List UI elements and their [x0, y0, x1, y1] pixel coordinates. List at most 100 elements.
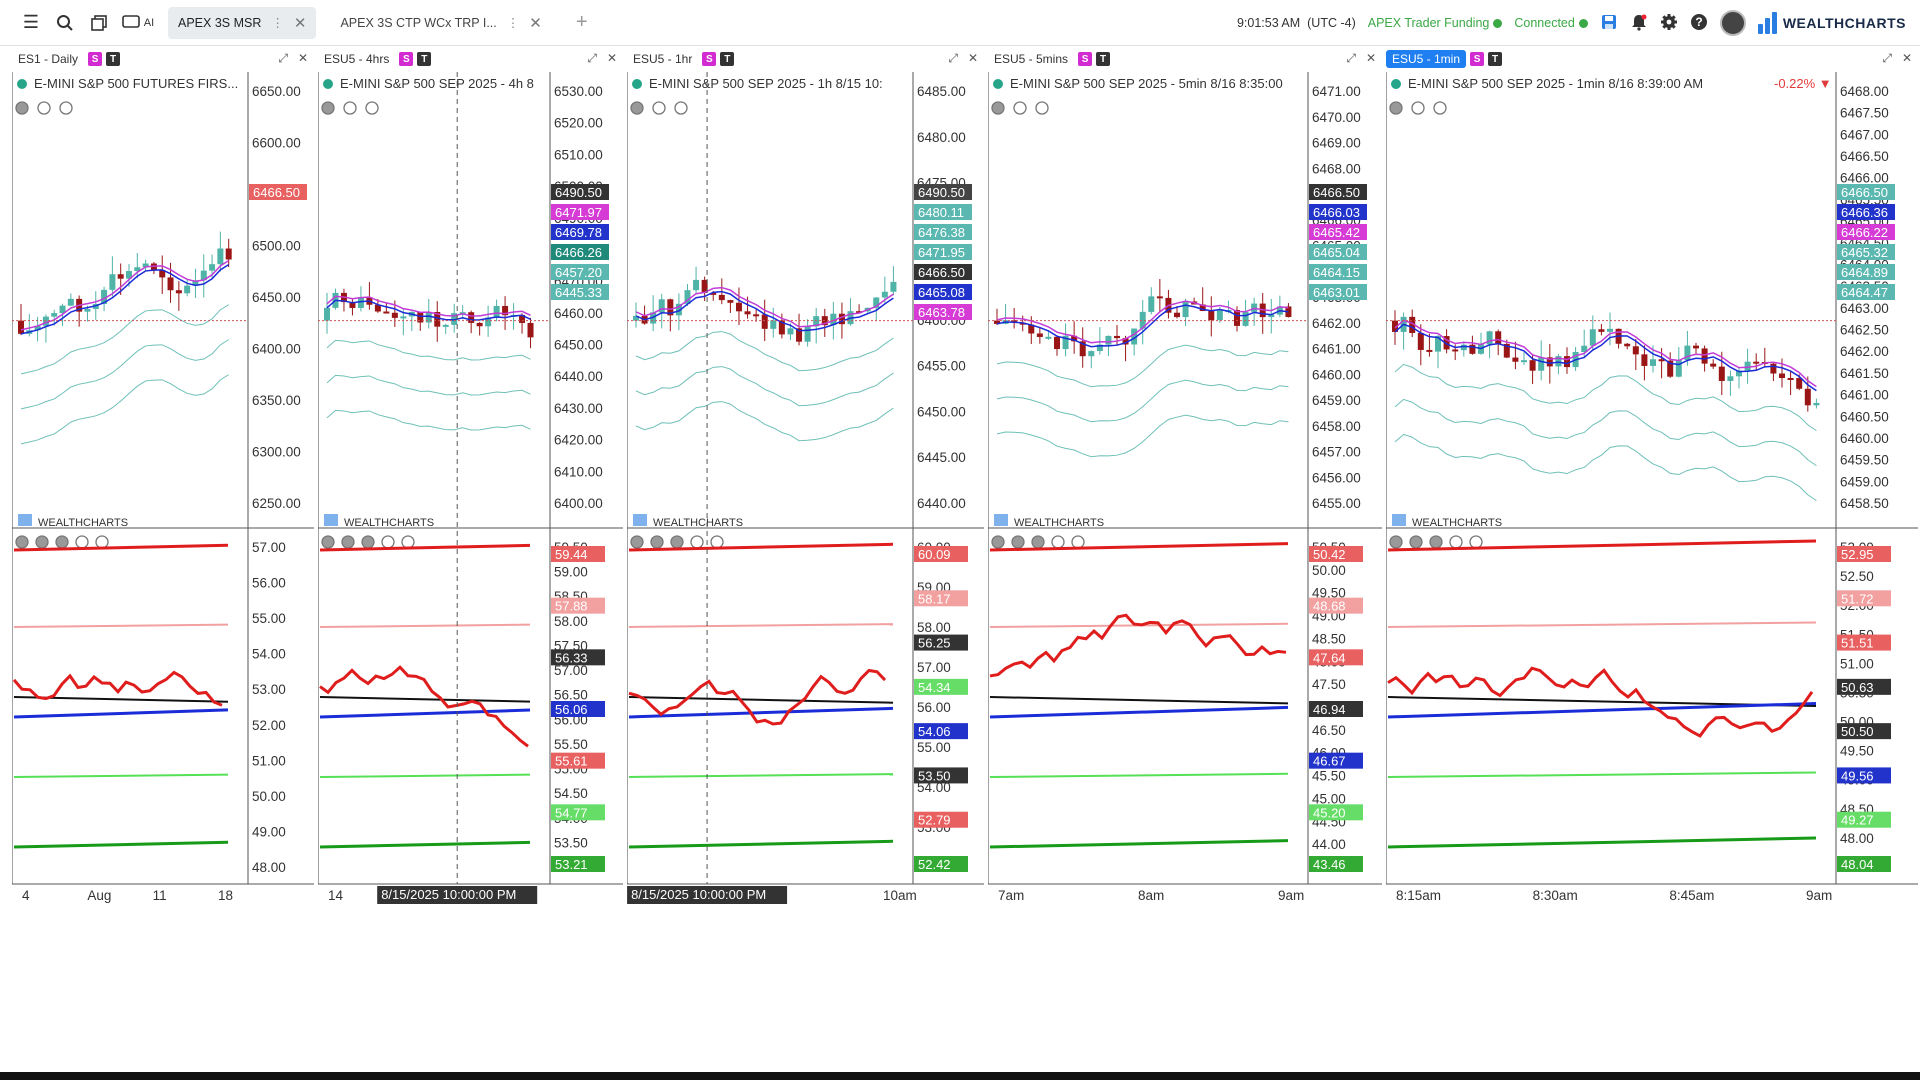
bottom-edge [0, 1072, 1920, 1080]
study-icon[interactable]: S [399, 52, 414, 66]
ai-assistant-icon[interactable]: AI [116, 6, 160, 40]
down-icon[interactable] [55, 535, 69, 549]
chart-panel[interactable]: ESU5 - 4hrs S T ⤢ ✕ E-MINI S&P 500 SEP 2025 -… [318, 48, 623, 1080]
menu-icon[interactable]: ☰ [22, 12, 40, 32]
maximize-icon[interactable]: ⤢ [278, 51, 288, 65]
study-icon[interactable]: S [1470, 52, 1485, 66]
oscillator-line [989, 839, 1289, 849]
panel-symbol-tab[interactable]: ESU5 - 4hrs [324, 52, 390, 66]
visibility-icon[interactable] [1035, 101, 1049, 115]
close-icon[interactable]: ✕ [1365, 51, 1376, 65]
close-icon[interactable]: ✕ [967, 51, 978, 65]
status-dot-icon [1493, 18, 1503, 28]
study-icon[interactable]: S [1078, 52, 1093, 66]
moving-average-line [635, 366, 894, 407]
down-icon[interactable] [1429, 535, 1443, 549]
layouts-icon[interactable] [82, 6, 116, 40]
add-study-icon[interactable] [1013, 101, 1027, 115]
up-icon[interactable] [1011, 535, 1025, 549]
up-icon[interactable] [1409, 535, 1423, 549]
hide-icon[interactable] [991, 101, 1005, 115]
chart-canvas[interactable]: E-MINI S&P 500 SEP 2025 - 4h 8 6530.00 652… [318, 72, 623, 1072]
candle [667, 299, 674, 316]
save-icon[interactable] [1600, 13, 1618, 34]
price-badge: 6466.50 [1313, 185, 1360, 200]
avatar[interactable] [1719, 10, 1746, 36]
panel-symbol-tab[interactable]: ES1 - Daily [18, 52, 79, 66]
study-icon[interactable]: S [702, 52, 717, 66]
chart-panel[interactable]: ES1 - Daily S T ⤢ ✕ E-MINI S&P 500 FUTURES FI… [12, 48, 314, 1080]
account-status[interactable]: APEX Trader Funding [1368, 16, 1503, 30]
price-badge: 6464.15 [1313, 265, 1360, 280]
template-icon[interactable]: T [720, 52, 735, 66]
instrument-title: E-MINI S&P 500 SEP 2025 - 1h 8/15 10: [649, 76, 883, 91]
search-icon[interactable] [48, 6, 82, 40]
collapse-icon[interactable] [1389, 535, 1403, 549]
visibility-icon[interactable] [674, 101, 688, 115]
candle [1486, 331, 1493, 345]
collapse-icon[interactable] [630, 535, 644, 549]
chart-canvas[interactable]: E-MINI S&P 500 SEP 2025 - 1min 8/16 8:39… [1386, 72, 1918, 1072]
chart-panel[interactable]: ESU5 - 1hr S T ⤢ ✕ E-MINI S&P 500 SEP 2025 - … [627, 48, 984, 1080]
down-icon[interactable] [1031, 535, 1045, 549]
tab-menu-icon[interactable]: ⋮ [271, 16, 284, 30]
moving-average-line [996, 414, 1289, 458]
collapse-icon[interactable] [991, 535, 1005, 549]
candle [1096, 344, 1103, 352]
add-tab-icon[interactable]: + [575, 11, 588, 33]
template-icon[interactable]: T [417, 52, 432, 66]
template-icon[interactable]: T [1488, 52, 1503, 66]
visibility-icon[interactable] [1433, 101, 1447, 115]
collapse-icon[interactable] [321, 535, 335, 549]
gear-icon[interactable] [1660, 13, 1678, 34]
close-icon[interactable]: ✕ [293, 14, 307, 32]
visibility-icon[interactable] [59, 101, 73, 115]
add-study-icon[interactable] [37, 101, 51, 115]
hide-icon[interactable] [15, 101, 29, 115]
maximize-icon[interactable]: ⤢ [587, 51, 597, 65]
maximize-icon[interactable]: ⤢ [948, 51, 958, 65]
add-study-icon[interactable] [652, 101, 666, 115]
price-tick-label: 6600.00 [252, 136, 301, 151]
maximize-icon[interactable]: ⤢ [1882, 51, 1892, 65]
tab-apex-3s-ctp[interactable]: APEX 3S CTP WCx TRP I... ⋮ ✕ [330, 7, 551, 39]
visibility-icon[interactable] [365, 101, 379, 115]
panel-symbol-tab[interactable]: ESU5 - 1hr [633, 52, 693, 66]
oscillator-badge: 54.77 [555, 805, 588, 820]
chart-panel[interactable]: ESU5 - 1min S T ⤢ ✕ E-MINI S&P 500 SEP 2025 -… [1386, 48, 1918, 1080]
chart-panel[interactable]: ESU5 - 5mins S T ⤢ ✕ E-MINI S&P 500 SEP 2025 … [988, 48, 1382, 1080]
add-study-icon[interactable] [343, 101, 357, 115]
chart-canvas[interactable]: E-MINI S&P 500 SEP 2025 - 1h 8/15 10: 648… [627, 72, 984, 1072]
close-icon[interactable]: ✕ [529, 14, 542, 32]
panel-symbol-tab[interactable]: ESU5 - 5mins [994, 52, 1069, 66]
oscillator-tick-label: 49.50 [1840, 744, 1874, 759]
hide-icon[interactable] [630, 101, 644, 115]
hide-icon[interactable] [1389, 101, 1403, 115]
study-icon[interactable]: S [88, 52, 103, 66]
tab-menu-icon[interactable]: ⋮ [506, 16, 520, 30]
rsi-line [1387, 666, 1814, 738]
chart-canvas[interactable]: E-MINI S&P 500 FUTURES FIRS... 6650.00 660… [12, 72, 314, 1072]
close-icon[interactable]: ✕ [606, 51, 617, 65]
close-icon[interactable]: ✕ [1901, 51, 1912, 65]
collapse-icon[interactable] [15, 535, 29, 549]
add-study-icon[interactable] [1411, 101, 1425, 115]
hide-icon[interactable] [321, 101, 335, 115]
template-icon[interactable]: T [1096, 52, 1111, 66]
up-icon[interactable] [35, 535, 49, 549]
help-icon[interactable]: ? [1690, 13, 1708, 34]
tab-apex-3s-msr[interactable]: APEX 3S MSR ⋮ ✕ [168, 6, 317, 39]
down-icon[interactable] [361, 535, 375, 549]
panel-symbol-tab[interactable]: ESU5 - 1min [1386, 50, 1467, 68]
up-icon[interactable] [650, 535, 664, 549]
bell-icon[interactable] [1630, 13, 1648, 34]
up-icon[interactable] [341, 535, 355, 549]
close-icon[interactable]: ✕ [297, 51, 308, 65]
down-icon[interactable] [670, 535, 684, 549]
price-tick-label: 6445.00 [917, 450, 966, 465]
maximize-icon[interactable]: ⤢ [1346, 51, 1356, 65]
oscillator-badge: 51.72 [1841, 591, 1874, 606]
chart-canvas[interactable]: E-MINI S&P 500 SEP 2025 - 5min 8/16 8:35… [988, 72, 1382, 1072]
template-icon[interactable]: T [106, 52, 121, 66]
price-badge: 6466.36 [1841, 205, 1888, 220]
